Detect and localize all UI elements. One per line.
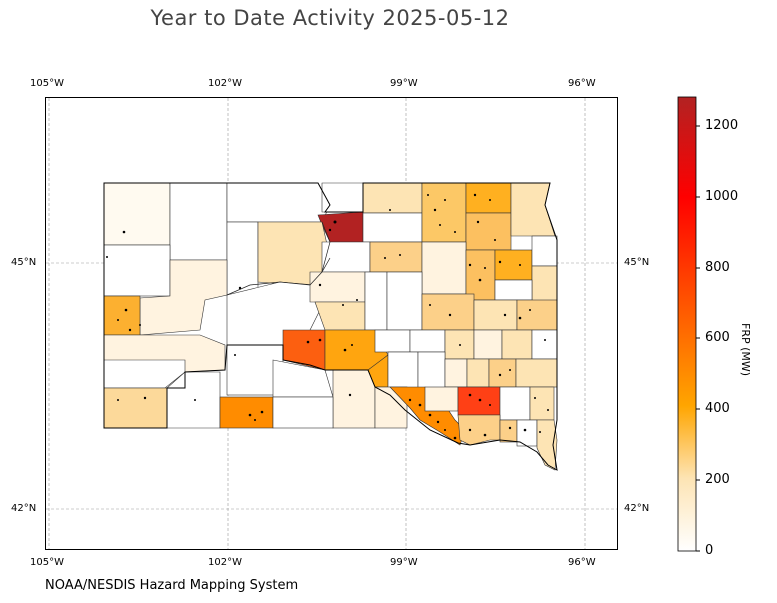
colorbar-tick-0: 0 [705,543,714,558]
credit-text: NOAA/NESDIS Hazard Mapping System [45,578,299,593]
lat-label-right-42n: 42°N [624,503,650,514]
lat-label-right-45n: 45°N [624,257,650,268]
state-outline [103,182,558,471]
colorbar-tick-1000: 1000 [705,189,739,204]
colorbar-tick-600: 600 [705,330,730,345]
lon-label-top-99w: 99°W [390,78,418,89]
lon-label-top-96w: 96°W [568,78,596,89]
lat-label-left-42n: 42°N [11,503,37,514]
lon-label-bottom-105w: 105°W [30,557,64,568]
colorbar-tick-800: 800 [705,260,730,275]
fire-points [106,193,549,440]
lon-label-top-102w: 102°W [208,78,242,89]
map-title: Year to Date Activity 2025-05-12 [150,6,510,30]
lon-label-top-105w: 105°W [30,78,64,89]
lat-label-left-45n: 45°N [11,257,37,268]
colorbar [677,96,697,552]
colorbar-tick-200: 200 [705,472,730,487]
lon-label-bottom-99w: 99°W [390,557,418,568]
county-polygons [103,182,558,471]
colorbar-title: FRP (MW) [739,323,752,377]
colorbar-tick-400: 400 [705,401,730,416]
lon-label-bottom-96w: 96°W [568,557,596,568]
lon-label-bottom-102w: 102°W [208,557,242,568]
colorbar-tick-1200: 1200 [705,118,739,133]
